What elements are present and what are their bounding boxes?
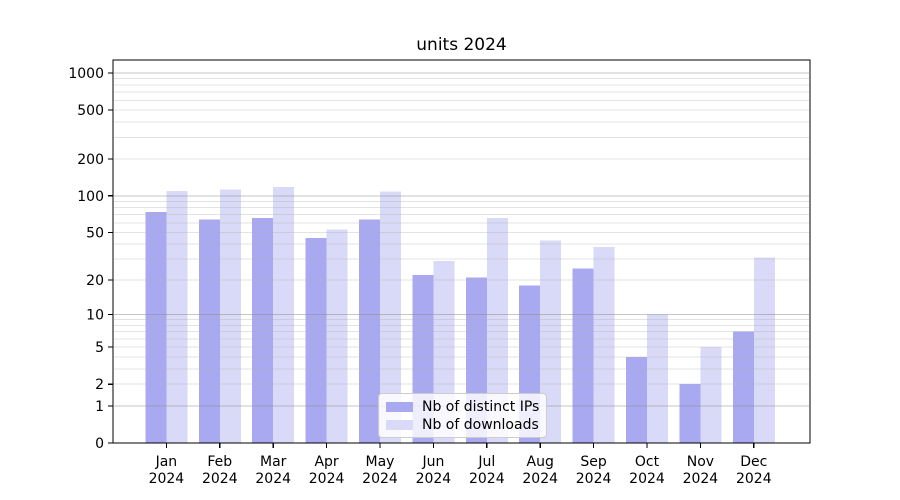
axes-spines [112,59,811,444]
bar-nb-of-distinct-ips-apr [305,238,327,443]
x-tick-label-year-mar: 2024 [255,471,291,487]
y-tick-label-5: 5 [95,340,104,356]
y-tick-label-2: 2 [95,377,104,393]
x-tick-label-month-may: May [366,454,395,470]
x-tick-label-month-oct: Oct [635,454,660,470]
y-tick-label-1: 1 [95,399,104,415]
x-tick-label-year-jul: 2024 [469,471,505,487]
x-tick-label-year-feb: 2024 [202,471,238,487]
legend-item-distinct-ips: Nb of distinct IPs [386,398,540,415]
y-tick-label-50: 50 [86,225,104,241]
legend-swatch-distinct-ips [386,401,413,412]
x-tick-label-month-apr: Apr [314,454,338,470]
bar-nb-of-downloads-apr [326,229,348,443]
x-tick-label-year-jan: 2024 [149,471,185,487]
x-tick-label-month-aug: Aug [527,454,554,470]
bar-nb-of-downloads-jul [486,217,508,443]
bar-nb-of-downloads-dec [753,257,775,443]
x-tick-label-month-dec: Dec [740,454,767,470]
bar-nb-of-distinct-ips-sep [572,268,594,443]
bar-nb-of-distinct-ips-oct [626,356,647,443]
legend-label-distinct-ips: Nb of distinct IPs [422,398,540,415]
y-tick-label-100: 100 [77,189,104,205]
x-tick-label-year-may: 2024 [362,471,398,487]
x-tick-label-month-mar: Mar [260,454,287,470]
y-tick-label-10: 10 [86,308,104,324]
bar-nb-of-downloads-sep [593,246,615,443]
bar-nb-of-downloads-nov [700,347,722,443]
y-tick-label-1000: 1000 [68,66,104,82]
x-tick-label-month-jul: Jul [477,454,495,470]
x-tick-label-month-jan: Jan [155,454,178,470]
legend-item-downloads: Nb of downloads [386,416,539,433]
x-tick-label-month-jun: Jun [421,454,444,470]
bar-nb-of-distinct-ips-jan [145,211,167,443]
x-tick-label-year-apr: 2024 [309,471,345,487]
x-tick-label-month-nov: Nov [687,454,714,470]
y-tick-label-20: 20 [86,273,104,289]
chart-title: units 2024 [416,35,507,55]
bar-nb-of-distinct-ips-mar [252,217,274,443]
legend: Nb of distinct IPs Nb of downloads [378,393,547,438]
legend-swatch-downloads [386,419,413,430]
x-tick-label-year-sep: 2024 [576,471,612,487]
y-tick-label-0: 0 [95,436,104,452]
x-tick-label-year-nov: 2024 [683,471,719,487]
bar-nb-of-downloads-oct [647,314,668,443]
x-tick-label-year-oct: 2024 [629,471,665,487]
x-tick-label-month-feb: Feb [207,454,232,470]
bar-nb-of-downloads-aug [540,240,562,443]
bar-nb-of-downloads-may [380,191,401,443]
x-tick-label-year-dec: 2024 [736,471,772,487]
x-tick-label-year-aug: 2024 [522,471,558,487]
x-tick-label-year-jun: 2024 [416,471,452,487]
y-tick-label-200: 200 [77,152,104,168]
legend-label-downloads: Nb of downloads [422,416,539,433]
y-tick-label-500: 500 [77,103,104,119]
bar-nb-of-distinct-ips-nov [679,384,701,443]
x-tick-label-month-sep: Sep [580,454,607,470]
bar-nb-of-distinct-ips-dec [732,331,754,443]
bar-nb-of-distinct-ips-feb [198,219,220,443]
bar-nb-of-distinct-ips-may [359,219,380,443]
bar-nb-of-downloads-feb [219,189,241,443]
bar-nb-of-downloads-jan [166,190,188,443]
